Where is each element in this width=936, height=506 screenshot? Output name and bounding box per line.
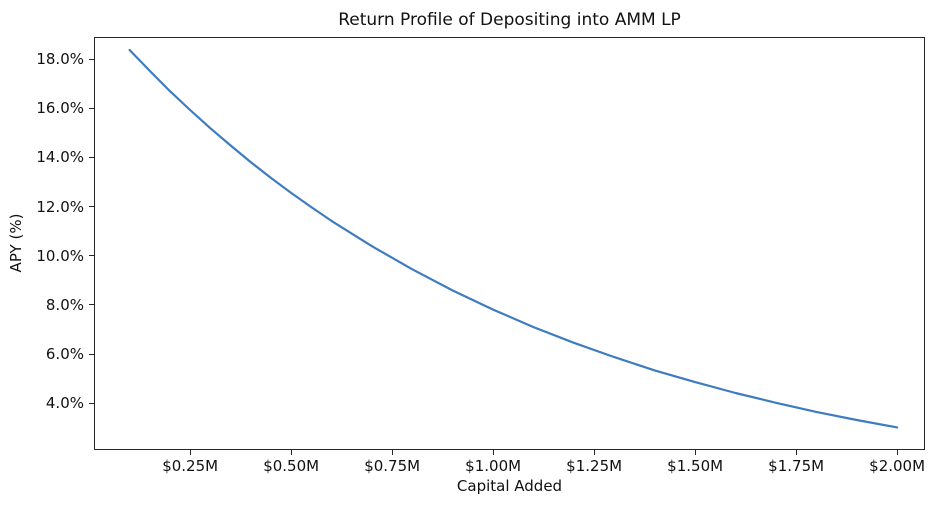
- y-tick-label: 8.0%: [45, 295, 84, 314]
- y-tick-label: 18.0%: [36, 50, 84, 69]
- y-tick-label: 14.0%: [36, 148, 84, 167]
- x-tick-label: $0.50M: [263, 457, 320, 475]
- x-tick-mark: [492, 450, 494, 455]
- x-tick-label: $1.25M: [566, 457, 623, 475]
- y-tick-mark: [89, 156, 94, 158]
- x-tick-mark: [795, 450, 797, 455]
- y-tick-mark: [89, 255, 94, 257]
- x-tick-mark: [896, 450, 898, 455]
- y-tick-mark: [89, 206, 94, 208]
- x-tick-label: $1.50M: [667, 457, 724, 475]
- y-tick-label: 10.0%: [36, 246, 84, 265]
- x-axis-label: Capital Added: [456, 477, 563, 495]
- x-tick-label: $1.75M: [768, 457, 825, 475]
- x-tick-mark: [189, 450, 191, 455]
- x-tick-mark: [694, 450, 696, 455]
- x-tick-label: $1.00M: [465, 457, 522, 475]
- chart-title: Return Profile of Depositing into AMM LP: [338, 10, 681, 30]
- x-tick-label: $0.25M: [162, 457, 219, 475]
- x-tick-label: $2.00M: [869, 457, 926, 475]
- y-tick-mark: [89, 58, 94, 60]
- x-tick-mark: [391, 450, 393, 455]
- y-tick-mark: [89, 107, 94, 109]
- y-tick-mark: [89, 402, 94, 404]
- y-tick-label: 12.0%: [36, 197, 84, 216]
- plot-area: [94, 37, 925, 450]
- y-tick-mark: [89, 353, 94, 355]
- y-tick-label: 4.0%: [45, 394, 84, 413]
- y-tick-label: 16.0%: [36, 99, 84, 118]
- x-tick-mark: [290, 450, 292, 455]
- y-tick-label: 6.0%: [45, 345, 84, 364]
- x-tick-label: $0.75M: [364, 457, 421, 475]
- y-tick-mark: [89, 304, 94, 306]
- x-tick-mark: [593, 450, 595, 455]
